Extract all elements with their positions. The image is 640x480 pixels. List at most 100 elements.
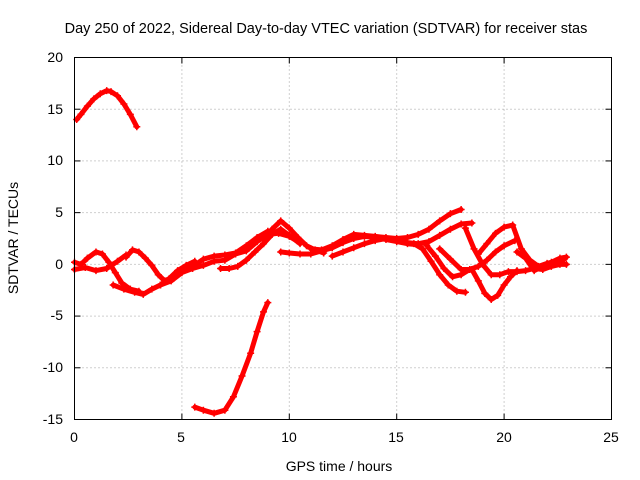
series-arc-6 [109, 257, 199, 298]
data-point [418, 245, 426, 253]
data-point [425, 238, 433, 246]
data-point [410, 240, 418, 248]
data-point [483, 240, 491, 248]
data-point [513, 268, 521, 276]
data-point [103, 87, 111, 95]
data-point [277, 217, 285, 225]
data-point [109, 281, 117, 289]
data-point [122, 253, 130, 261]
y-tick-label: 20 [47, 49, 63, 65]
data-point [500, 223, 508, 231]
data-point [120, 100, 128, 108]
series-line [218, 226, 303, 271]
data-point [500, 242, 508, 250]
data-point [182, 261, 190, 269]
data-point [225, 264, 233, 272]
data-point [133, 123, 141, 131]
data-point [83, 102, 91, 110]
data-point [318, 246, 326, 254]
data-point [90, 95, 98, 103]
data-point [251, 248, 259, 256]
data-point [96, 90, 104, 98]
data-point [562, 253, 570, 261]
data-point [487, 296, 495, 304]
data-point [449, 273, 457, 281]
x-tick-label: 10 [281, 429, 297, 445]
data-point [492, 248, 500, 256]
data-point [436, 271, 444, 279]
data-point [191, 257, 199, 265]
data-point [232, 250, 240, 258]
plot-frame [74, 57, 612, 420]
data-point [103, 264, 111, 272]
data-point [487, 271, 495, 279]
data-point [253, 328, 261, 336]
data-point [210, 409, 218, 417]
series-line [192, 300, 271, 416]
data-point [268, 225, 276, 233]
y-axis-label: SDTVAR / TECUs [5, 182, 21, 294]
data-point [120, 285, 128, 293]
data-point [474, 262, 482, 270]
data-point [427, 257, 435, 265]
data-point [199, 255, 207, 263]
data-point [339, 248, 347, 256]
data-point [92, 267, 100, 275]
series-line [157, 230, 303, 288]
series-line [123, 228, 271, 284]
data-point [453, 287, 461, 295]
data-point [461, 288, 469, 296]
data-point [139, 290, 147, 298]
x-tick-label: 5 [177, 429, 185, 445]
x-tick-label: 15 [388, 429, 404, 445]
y-tick-label: -5 [51, 307, 64, 323]
data-point [468, 219, 476, 227]
data-point [393, 237, 401, 245]
data-point [436, 217, 444, 225]
data-point [474, 250, 482, 258]
data-point [77, 110, 85, 118]
data-point [350, 244, 358, 252]
data-point [507, 273, 515, 281]
data-point [307, 245, 315, 253]
data-point [562, 260, 570, 268]
data-point [126, 110, 134, 118]
data-point [403, 239, 411, 247]
series-arc-2 [191, 299, 272, 417]
data-point [360, 231, 368, 239]
series-arc-3 [71, 248, 143, 295]
data-point [513, 248, 521, 256]
data-point [492, 229, 500, 237]
data-point [238, 372, 246, 380]
data-point [260, 240, 268, 248]
series-line [72, 249, 142, 294]
data-point [277, 225, 285, 233]
chart-title: Day 250 of 2022, Sidereal Day-to-day VTE… [65, 21, 588, 37]
data-point [234, 262, 242, 270]
data-point [509, 221, 517, 229]
data-point [92, 248, 100, 256]
data-point [107, 88, 115, 96]
data-point [339, 236, 347, 244]
data-point [496, 271, 504, 279]
data-point [189, 264, 197, 272]
data-point [253, 238, 261, 246]
series-arc-8 [217, 225, 304, 272]
y-tick-label: 0 [55, 256, 63, 272]
data-point [360, 240, 368, 248]
data-point [81, 263, 89, 271]
series-line [514, 249, 569, 274]
data-point [328, 242, 336, 250]
x-tick-label: 0 [70, 429, 78, 445]
series-layer [71, 87, 570, 417]
data-point [470, 245, 478, 253]
y-tick-label: 15 [47, 101, 63, 117]
data-point [350, 230, 358, 238]
series-line [74, 88, 140, 130]
data-point [199, 261, 207, 269]
data-point [547, 258, 555, 266]
data-point [371, 237, 379, 245]
data-point [500, 281, 508, 289]
data-point [191, 403, 199, 411]
